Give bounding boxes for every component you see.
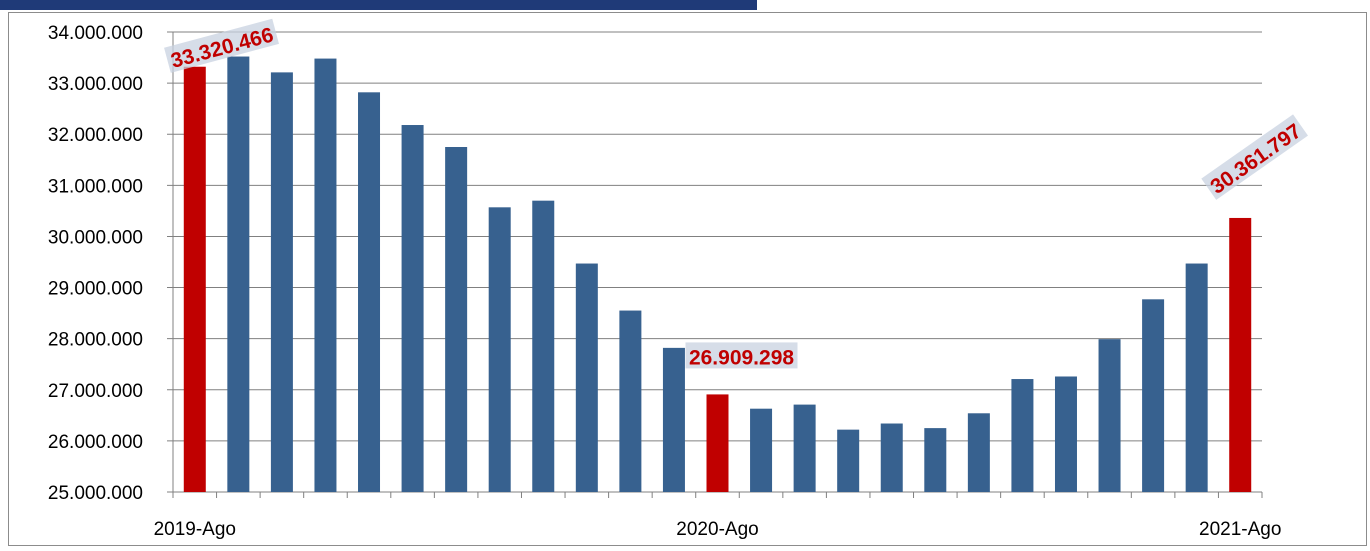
bar [575,263,598,492]
bar [532,200,555,492]
y-tick-label: 25.000.000 [48,483,143,504]
bar [183,66,206,492]
bar [358,92,381,493]
bar [270,72,293,492]
y-tick-label: 29.000.000 [48,279,143,300]
data-label-box [1201,114,1308,200]
y-tick-label: 34.000.000 [48,23,143,44]
bar [662,347,685,492]
bar [488,207,511,493]
bar [967,413,990,492]
bar [793,404,816,492]
x-tick-label: 2019-Ago [154,519,236,540]
bar [837,429,860,492]
data-label-group: 33.320.466 [164,18,279,73]
bar [1054,376,1077,492]
bar [1098,339,1121,492]
bar [924,428,947,492]
y-tick-label: 31.000.000 [48,176,143,197]
data-label-group: 26.909.298 [685,342,798,369]
x-tick-label: 2021-Ago [1199,519,1281,540]
y-tick-label: 27.000.000 [48,381,143,402]
header-accent-bar [0,0,757,10]
bar [445,147,468,492]
data-label-box [685,342,798,369]
bar [1229,217,1252,493]
bar [1011,379,1034,492]
bar [619,310,642,492]
data-label: 30.361.797 [1206,120,1305,199]
bar [880,423,903,492]
bar [1142,299,1165,492]
y-tick-label: 32.000.000 [48,125,143,146]
y-tick-label: 33.000.000 [48,74,143,95]
bar [401,125,424,493]
data-label-box [164,18,279,73]
bar [1185,263,1208,492]
bar [314,58,337,492]
x-tick-label: 2020-Ago [676,519,758,540]
chart-frame [8,12,1367,546]
y-tick-label: 28.000.000 [48,330,143,351]
bar [227,56,250,493]
bar [706,394,729,492]
data-label: 33.320.466 [168,23,275,72]
y-tick-label: 26.000.000 [48,432,143,453]
data-label: 26.909.298 [689,346,794,369]
bar [750,408,773,492]
y-tick-label: 30.000.000 [48,227,143,248]
data-label-group: 30.361.797 [1201,114,1308,200]
